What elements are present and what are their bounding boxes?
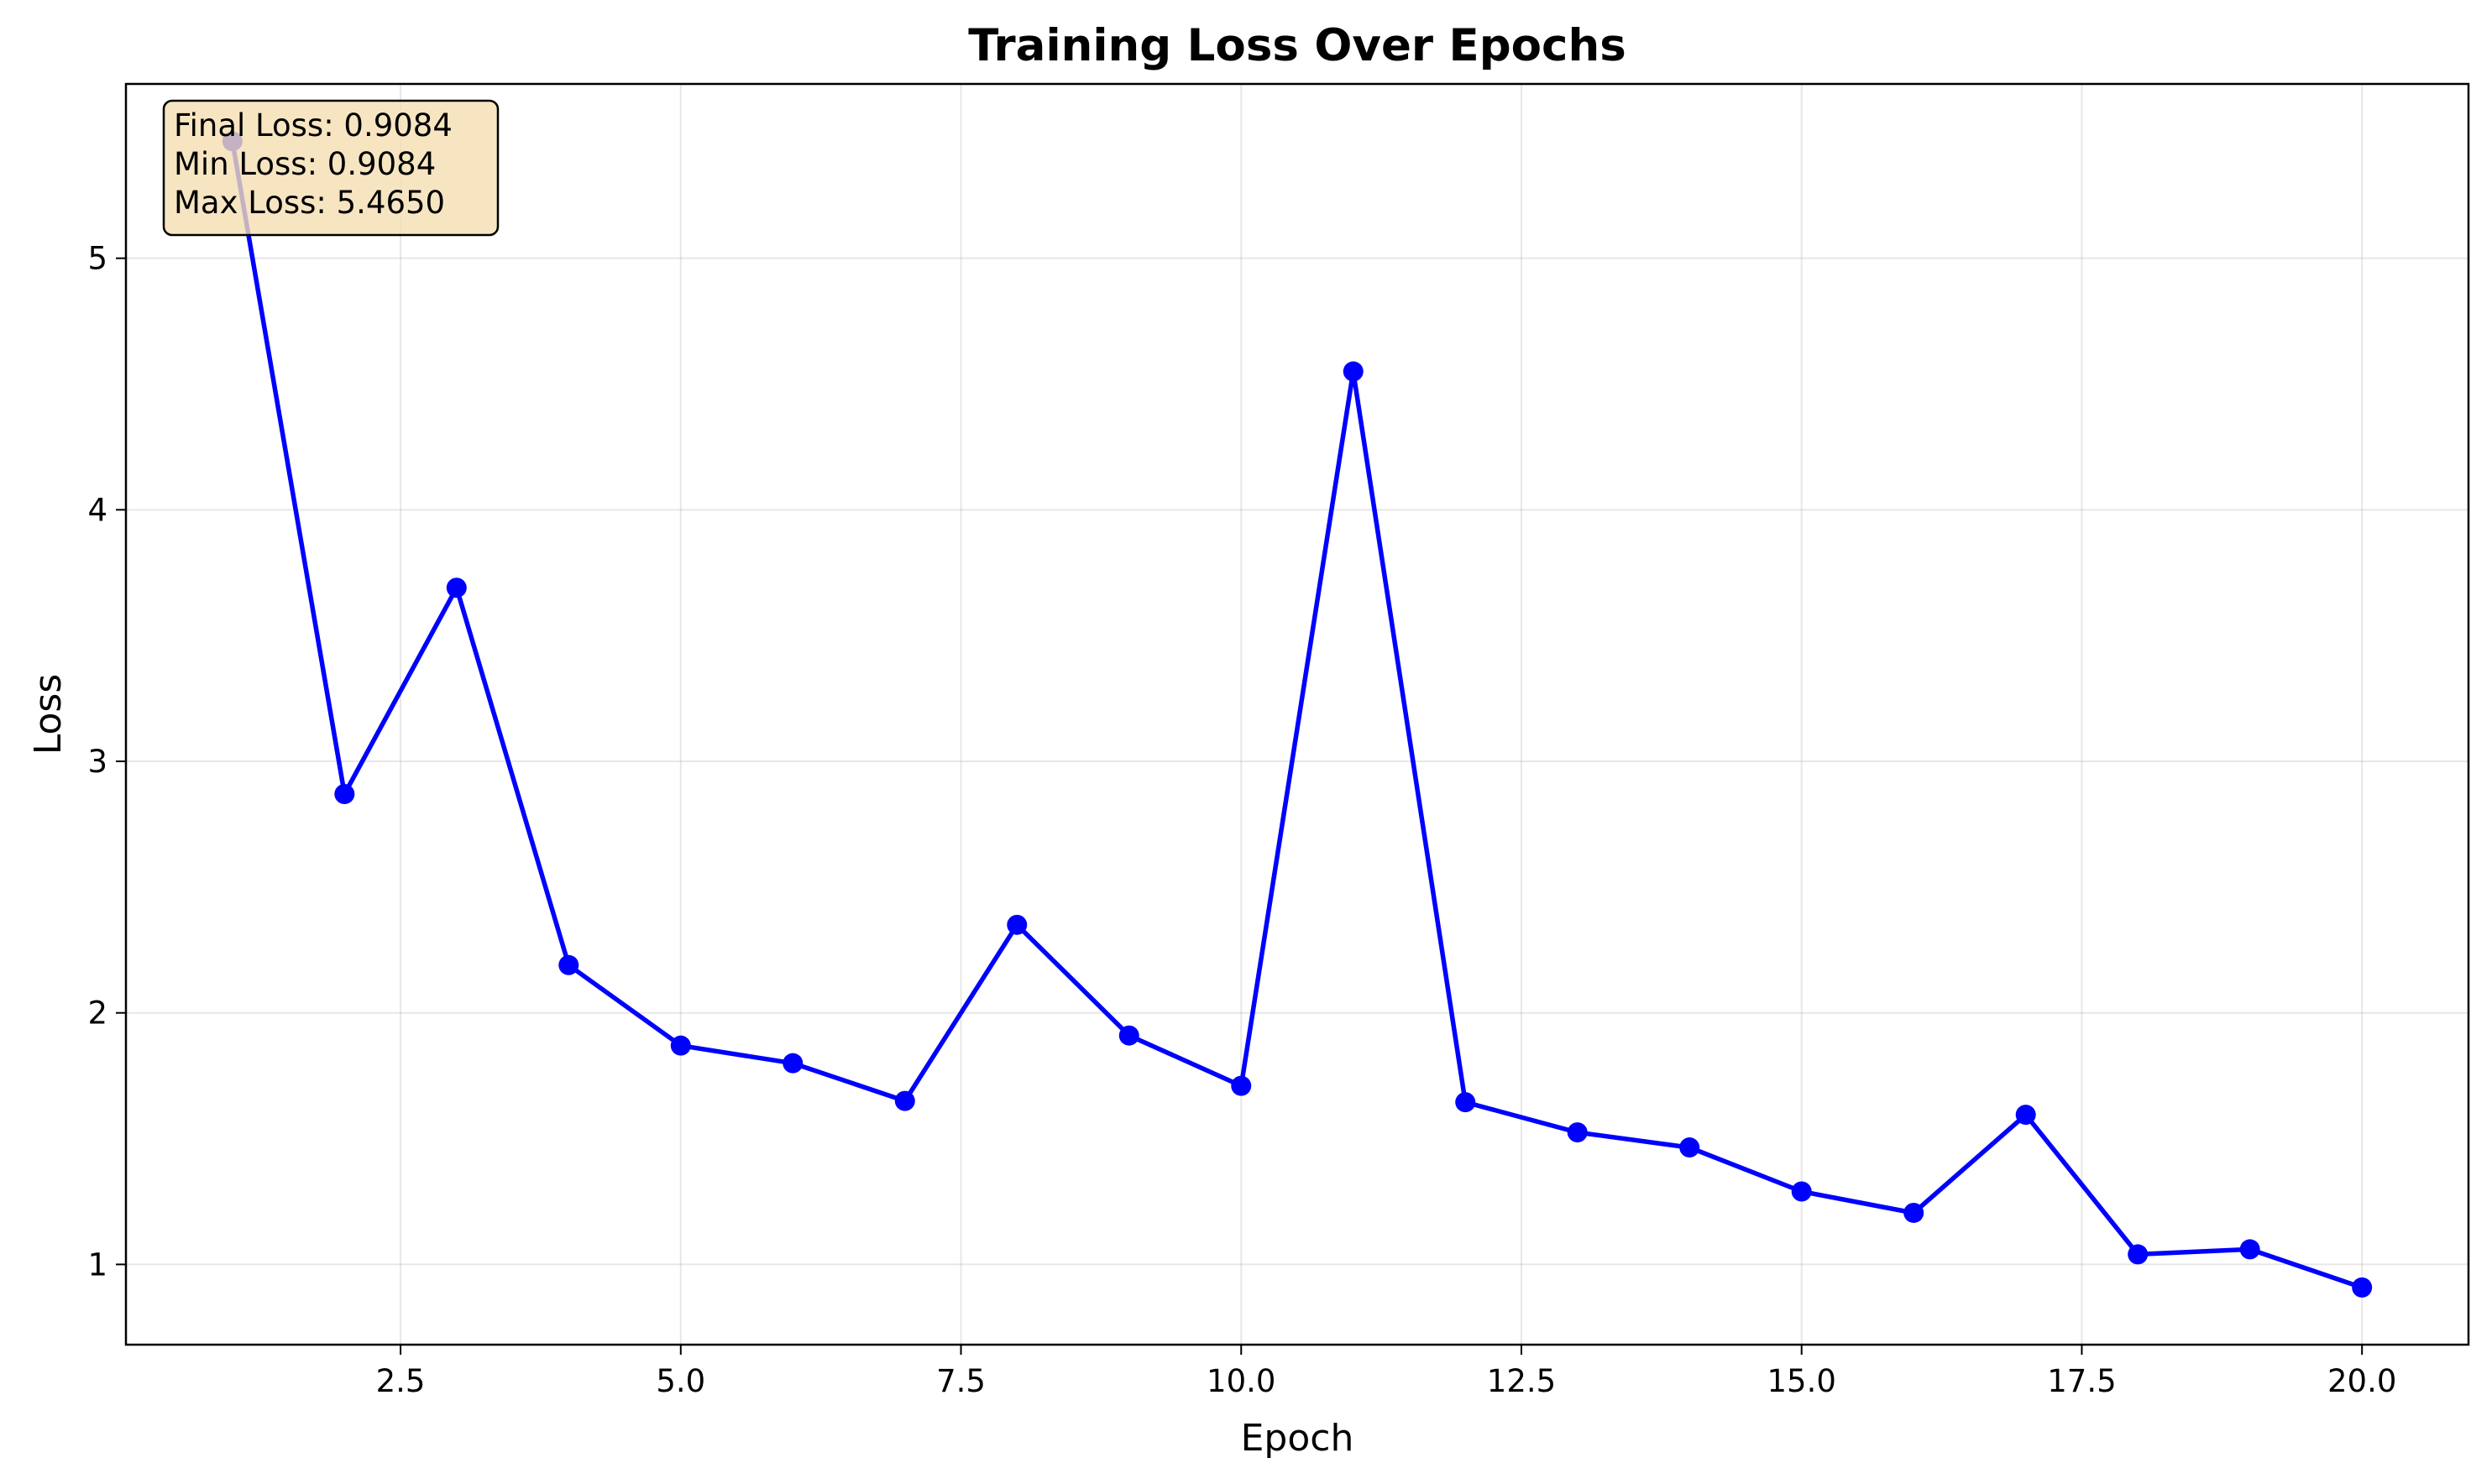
x-tick-label: 7.5 [936,1363,986,1399]
loss-data-point [2128,1244,2149,1265]
chart-title: Training Loss Over Epochs [968,20,1626,71]
y-tick-label: 1 [87,1246,107,1283]
loss-data-point [2239,1239,2260,1260]
ticks-layer: 2.5 5.0 7.5 10.0 12.5 15.0 17.5 20.0 1 2 3 4 5 [87,241,2396,1399]
plot-frame [124,82,2470,1346]
stats-box [162,99,500,237]
stats-line: Final Loss: 0.9084 [174,107,453,144]
y-tick-label: 2 [87,995,107,1032]
y-tick-label: 5 [87,241,107,277]
loss-data-point [2352,1277,2373,1298]
loss-data-point [1343,361,1364,382]
x-tick-label: 17.5 [2047,1363,2116,1399]
x-tick-label: 12.5 [1487,1363,1556,1399]
loss-data-point [783,1053,804,1074]
x-tick-label: 2.5 [376,1363,426,1399]
y-axis-label: Loss [27,674,70,755]
loss-data-point [1455,1092,1476,1113]
y-tick-label: 3 [87,744,107,780]
x-tick-label: 15.0 [1767,1363,1836,1399]
series-layer [222,131,2373,1298]
loss-data-point [894,1090,915,1111]
grid-layer [126,84,2468,1345]
x-tick-label: 20.0 [2327,1363,2396,1399]
loss-data-point [334,783,355,804]
loss-series-line [230,138,2364,1290]
x-axis-label: Epoch [1241,1417,1354,1460]
loss-data-point [670,1035,691,1056]
loss-data-point [1567,1122,1588,1143]
x-tick-label: 5.0 [656,1363,705,1399]
loss-data-point [1231,1075,1252,1096]
loss-data-point [558,954,579,975]
x-tick-label: 10.0 [1207,1363,1275,1399]
loss-data-point [446,577,467,598]
loss-data-point [1007,914,1028,935]
loss-data-point [1118,1025,1139,1046]
loss-data-point [1903,1202,1924,1223]
y-tick-label: 4 [87,492,107,528]
loss-data-point [1679,1137,1700,1158]
stats-line: Max Loss: 5.4650 [174,185,445,221]
stats-line: Min Loss: 0.9084 [174,146,436,182]
loss-data-point [1791,1181,1812,1202]
loss-data-point [2015,1105,2036,1126]
